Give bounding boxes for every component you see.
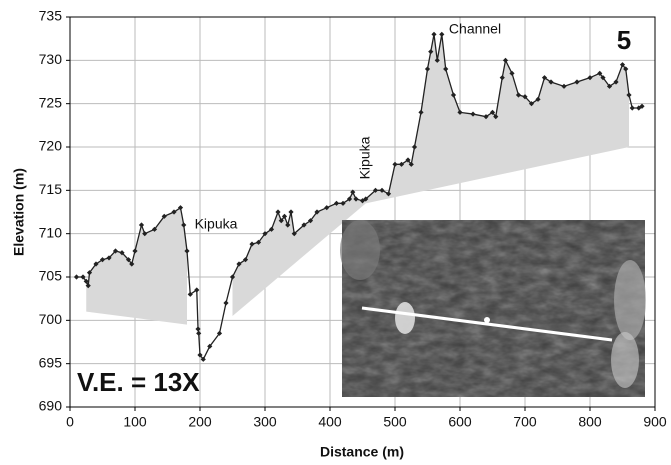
marker: [223, 300, 228, 305]
x-tick-label: 600: [448, 414, 472, 430]
x-tick-label: 500: [383, 414, 407, 430]
marker: [503, 58, 508, 63]
x-tick-label: 200: [188, 414, 212, 430]
x-tick-label: 300: [253, 414, 277, 430]
y-tick-label: 700: [39, 311, 63, 327]
marker: [288, 209, 293, 214]
marker: [275, 209, 280, 214]
marker: [139, 222, 144, 227]
panel-number: 5: [617, 25, 631, 55]
y-tick-label: 710: [39, 224, 63, 240]
marker: [196, 331, 201, 336]
x-tick-label: 700: [513, 414, 537, 430]
marker: [439, 32, 444, 37]
y-tick-label: 735: [39, 8, 63, 24]
y-tick-label: 690: [39, 398, 63, 414]
y-tick-label: 715: [39, 181, 63, 197]
annotation: Kipuka: [195, 216, 238, 232]
x-tick-label: 800: [578, 414, 602, 430]
inset-photo: [340, 220, 646, 397]
x-tick-label: 100: [123, 414, 147, 430]
annotation: Kipuka: [357, 136, 373, 179]
marker: [431, 32, 436, 37]
annotation: V.E. = 13X: [77, 367, 200, 397]
shaded-area: [86, 208, 187, 325]
marker: [74, 274, 79, 279]
y-tick-label: 695: [39, 354, 63, 370]
x-tick-label: 0: [66, 414, 74, 430]
marker: [630, 105, 635, 110]
annotation: Channel: [449, 21, 501, 37]
y-tick-label: 720: [39, 138, 63, 154]
y-tick-label: 725: [39, 94, 63, 110]
x-tick-label: 400: [318, 414, 342, 430]
chart: Kipuka Kipuka Channel 5 V.E. = 13X Dista…: [0, 0, 671, 465]
y-tick-label: 730: [39, 51, 63, 67]
y-tick-label: 705: [39, 268, 63, 284]
x-axis-title: Distance (m): [320, 444, 404, 460]
x-tick-label: 900: [643, 414, 667, 430]
y-axis-title: Elevation (m): [11, 168, 27, 256]
